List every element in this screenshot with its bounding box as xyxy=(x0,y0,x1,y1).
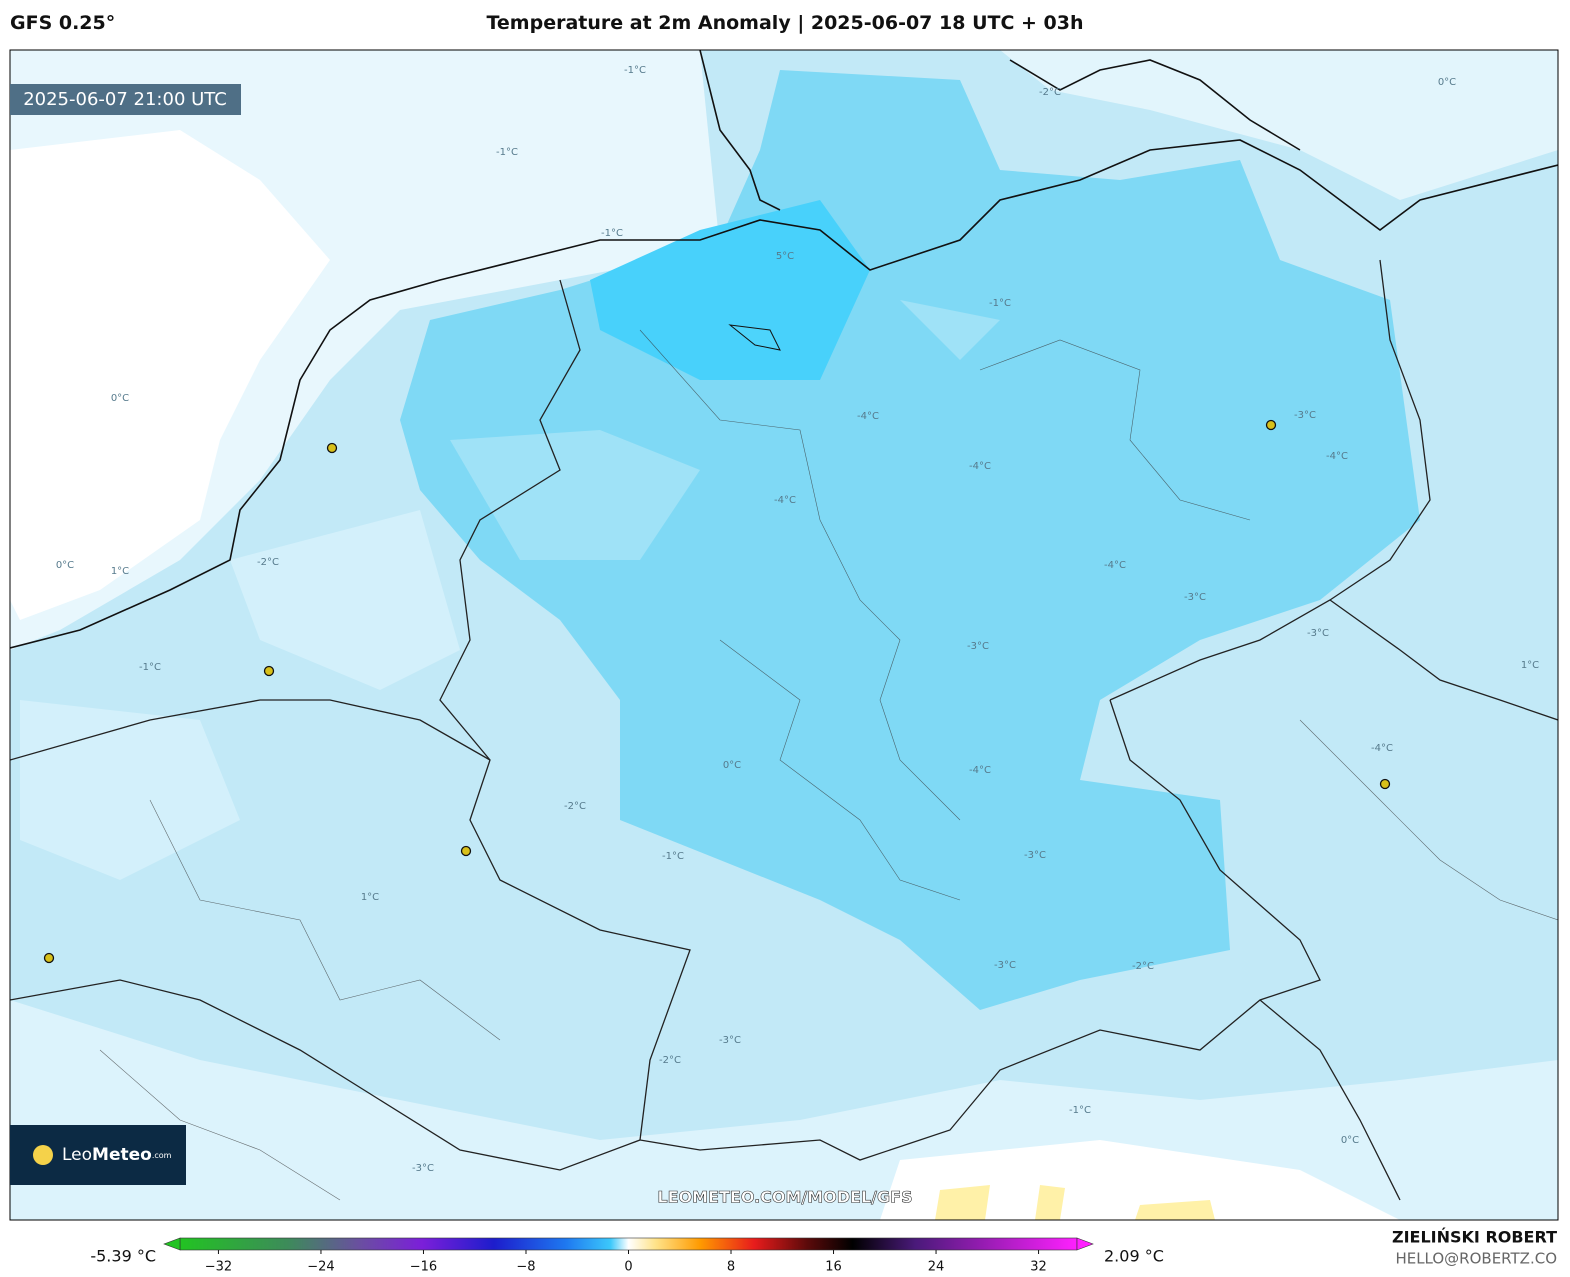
logo: LeoMeteo.com xyxy=(10,1125,186,1185)
coastline xyxy=(10,50,1558,649)
contour-labels: -1°C -1°C 0°C -2°C 0°C -1°C 5°C 0°C 1°C -1°C -2°C -… xyxy=(56,65,1539,1174)
logo-text: LeoMeteo.com xyxy=(62,1145,172,1165)
colorbar-min: -5.39 °C xyxy=(90,1247,156,1266)
contour-label: 1°C xyxy=(1521,660,1539,671)
colorbar-tick-label: 8 xyxy=(727,1260,735,1275)
contour-label: -1°C xyxy=(624,65,646,76)
anomaly-very-cold xyxy=(590,200,870,380)
contour-label: 0°C xyxy=(1438,77,1456,88)
city-marker xyxy=(1265,419,1277,431)
contour-label: 0°C xyxy=(56,560,74,571)
contour-label: -2°C xyxy=(1039,87,1061,98)
contour-label: -3°C xyxy=(412,1163,434,1174)
timestamp-box xyxy=(10,84,241,115)
city-marker xyxy=(263,665,275,677)
contour-label: -3°C xyxy=(967,641,989,652)
contour-label: -2°C xyxy=(659,1055,681,1066)
lake xyxy=(728,324,781,351)
map-field xyxy=(10,50,1558,1220)
colorbar-bar xyxy=(179,1237,1078,1251)
logo-part: .com xyxy=(152,1151,172,1160)
timestamp: 2025-06-07 21:00 UTC xyxy=(23,89,227,110)
colorbar-tick-label: 24 xyxy=(928,1260,945,1275)
borders xyxy=(10,259,1558,1201)
contour-label: -4°C xyxy=(1326,451,1348,462)
contour-label: -3°C xyxy=(1184,592,1206,603)
contour-label: -2°C xyxy=(257,557,279,568)
contour-label: -4°C xyxy=(969,765,991,776)
logo-part: Leo xyxy=(62,1145,92,1165)
anomaly-zero xyxy=(10,130,330,620)
city-marker xyxy=(326,442,338,454)
contour-label: -4°C xyxy=(1371,743,1393,754)
contour-label: 0°C xyxy=(723,760,741,771)
contour-label: 1°C xyxy=(111,566,129,577)
email: HELLO@ROBERTZ.CO xyxy=(1395,1250,1557,1268)
contour-label: 1°C xyxy=(361,892,379,903)
regions xyxy=(99,329,1558,1201)
model-name: GFS 0.25° xyxy=(10,12,116,34)
contour-label: -1°C xyxy=(139,662,161,673)
contour-label: -3°C xyxy=(1307,628,1329,639)
map-title: Temperature at 2m Anomaly | 2025-06-07 1… xyxy=(486,12,1084,34)
anomaly-weak xyxy=(1000,50,1558,200)
contour-label: -3°C xyxy=(994,960,1016,971)
contour-label: -4°C xyxy=(774,495,796,506)
contour-label: -1°C xyxy=(989,298,1011,309)
contour-label: -2°C xyxy=(1132,961,1154,972)
contour-label: 0°C xyxy=(1341,1135,1359,1146)
city-marker xyxy=(43,952,55,964)
contour-label: 5°C xyxy=(776,251,794,262)
watermark: LEOMETEO.COM/MODEL/GFS xyxy=(657,1188,912,1207)
contour-label: 0°C xyxy=(111,393,129,404)
contour-label: -1°C xyxy=(1069,1105,1091,1116)
anomaly-cold xyxy=(450,300,1000,560)
contour-label: -4°C xyxy=(857,411,879,422)
colorbar-tick-label: 0 xyxy=(624,1260,632,1275)
cities xyxy=(43,419,1391,964)
anomaly-positive xyxy=(935,1185,1215,1220)
contour-label: -2°C xyxy=(564,801,586,812)
city-marker xyxy=(1379,778,1391,790)
contour-label: -1°C xyxy=(662,851,684,862)
colorbar-extend xyxy=(1076,1237,1094,1251)
logo-part: Meteo xyxy=(92,1145,152,1165)
colorbar: −32 −24 −16 −8 0 8 16 24 32 xyxy=(163,1237,1094,1275)
contour-label: -3°C xyxy=(1294,410,1316,421)
contour-label: -1°C xyxy=(601,228,623,239)
colorbar-tick-label: −32 xyxy=(205,1260,232,1275)
contour-label: -3°C xyxy=(1024,850,1046,861)
city-marker xyxy=(460,845,472,857)
map-frame xyxy=(9,49,1559,1221)
colorbar-max: 2.09 °C xyxy=(1104,1247,1164,1266)
logo-sun xyxy=(33,1145,53,1165)
contour-label: -4°C xyxy=(969,461,991,472)
colorbar-tick-label: 32 xyxy=(1030,1260,1047,1275)
author: ZIELIŃSKI ROBERT xyxy=(1392,1228,1557,1247)
colorbar-extend xyxy=(163,1237,181,1251)
colorbar-tick-label: −16 xyxy=(410,1260,437,1275)
colorbar-tick-label: −24 xyxy=(307,1260,334,1275)
colorbar-tick-label: 16 xyxy=(825,1260,842,1275)
contour-label: -4°C xyxy=(1104,560,1126,571)
anomaly-zero xyxy=(880,1140,1400,1220)
anomaly-moderate xyxy=(20,510,460,880)
contour-label: -3°C xyxy=(719,1035,741,1046)
contour-label: -1°C xyxy=(496,147,518,158)
colorbar-tick-label: −8 xyxy=(516,1260,535,1275)
